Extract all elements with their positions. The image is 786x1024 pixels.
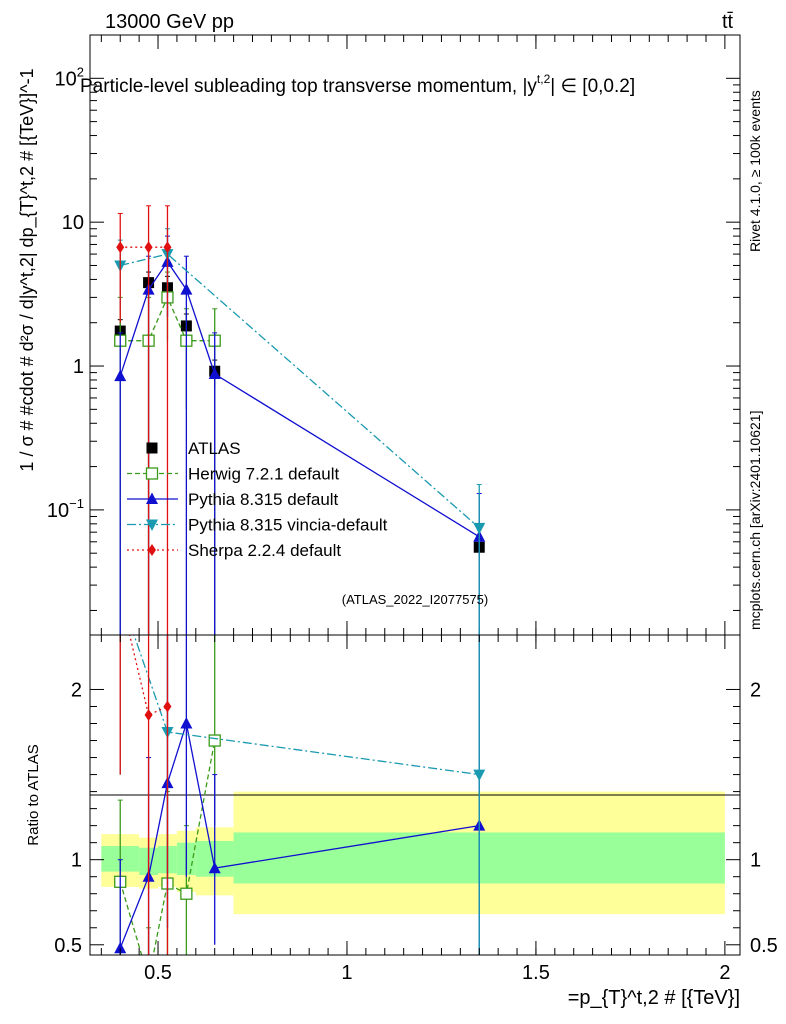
legend-label-pythia: Pythia 8.315 default	[188, 490, 339, 509]
x-tick-label: 2	[719, 962, 730, 984]
ratio-series-line-pythia	[119, 723, 480, 949]
process-label: tt̄	[722, 11, 734, 33]
legend-entry-atlas: ATLAS	[146, 439, 241, 458]
main-point-pythia	[114, 369, 127, 382]
ratio-y-tick-label: 2	[71, 679, 82, 701]
legend-marker-pythia	[146, 492, 158, 504]
mcplots-label: mcplots.cern.ch [arXiv:2401.10621]	[747, 411, 763, 630]
ratio-y-axis-label: Ratio to ATLAS	[25, 744, 42, 845]
x-axis-label: =p_{T}^t,2 # [{TeV}]	[568, 987, 740, 1009]
legend-marker-sherpa	[148, 544, 156, 556]
main-series-sherpa	[116, 205, 172, 635]
ratio-y-tick-label: 0.5	[54, 935, 82, 957]
x-tick-label: 1.5	[522, 962, 550, 984]
ratio-point-vincia	[473, 769, 486, 782]
ratio-plot-frame	[89, 634, 741, 956]
ratio-y-tick-label: 1	[71, 850, 82, 872]
analysis-id-label: (ATLAS_2022_I2077575)	[342, 592, 488, 607]
ratio-panel: 0.5 0.5 1 1 2 2 0.5 1 1.5 2 Ratio to ATLAS =p_{T}…	[25, 634, 778, 1009]
legend-entry-pythia: Pythia 8.315 default	[127, 490, 339, 509]
ratio-point-pythia	[114, 941, 127, 954]
ratio-y-tick-label-right: 1	[750, 850, 761, 872]
main-series-line-pythia	[119, 260, 480, 538]
legend-marker-atlas	[146, 442, 158, 454]
legend: ATLAS Herwig 7.2.1 default Pythia 8.315 de…	[127, 439, 388, 560]
ratio-point-sherpa	[163, 700, 172, 713]
legend-entry-sherpa: Sherpa 2.2.4 default	[127, 541, 341, 560]
ratio-axis-ticks: 0.5 0.5 1 1 2 2 0.5 1 1.5 2	[54, 635, 778, 984]
ratio-point-herwig	[180, 887, 193, 900]
legend-label-vincia: Pythia 8.315 vincia-default	[188, 516, 388, 535]
main-y-tick-label: 10	[62, 212, 84, 234]
ratio-series-line-herwig	[119, 740, 216, 955]
main-point-sherpa	[116, 241, 125, 254]
ratio-y-tick-label-right: 0.5	[750, 935, 778, 957]
main-point-pythia	[208, 367, 221, 380]
x-tick-label: 1	[341, 962, 352, 984]
main-series-line-vincia	[120, 253, 480, 529]
ratio-uncertainty-bands	[101, 791, 725, 915]
main-point-pythia	[180, 283, 193, 295]
ratio-y-tick-label-right: 2	[750, 679, 761, 701]
ratio-point-herwig	[208, 734, 221, 747]
main-y-tick-label: 10−1	[47, 496, 84, 522]
plot-title: Particle-level subleading top transverse…	[80, 72, 635, 97]
legend-label-sherpa: Sherpa 2.2.4 default	[188, 541, 341, 560]
ratio-series-line-sherpa	[129, 635, 168, 716]
legend-label-atlas: ATLAS	[188, 439, 241, 458]
legend-label-herwig: Herwig 7.2.1 default	[188, 465, 339, 484]
main-axis-ticks: 10−1 1 10 102	[47, 34, 740, 635]
ratio-series-line-vincia	[133, 635, 480, 776]
legend-entry-vincia: Pythia 8.315 vincia-default	[127, 516, 388, 535]
energy-label: 13000 GeV pp	[105, 11, 234, 33]
ratio-point-sherpa	[144, 709, 153, 721]
legend-marker-herwig	[145, 467, 159, 480]
main-point-sherpa	[144, 241, 153, 254]
ratio-series-sherpa	[117, 634, 172, 955]
main-y-axis-label: 1 / σ # #cdot # d²σ / d|y^t,2| dp_{T}^t,…	[17, 68, 38, 471]
main-y-tick-label: 102	[55, 64, 84, 90]
ratio-point-pythia	[208, 861, 221, 874]
ratio-point-pythia	[180, 717, 193, 729]
main-point-sherpa	[163, 241, 172, 254]
main-point-vincia	[473, 522, 486, 535]
main-y-tick-label: 1	[73, 356, 84, 378]
main-panel: 10−1 1 10 102 Particle-level subleading top…	[17, 34, 741, 636]
main-series-layer	[114, 205, 486, 635]
ratio-series-layer	[114, 634, 486, 955]
legend-marker-vincia	[146, 519, 158, 531]
rivet-version-label: Rivet 4.1.0, ≥ 100k events	[747, 90, 763, 252]
legend-entry-herwig: Herwig 7.2.1 default	[127, 465, 339, 484]
x-tick-label: 0.5	[144, 962, 172, 984]
